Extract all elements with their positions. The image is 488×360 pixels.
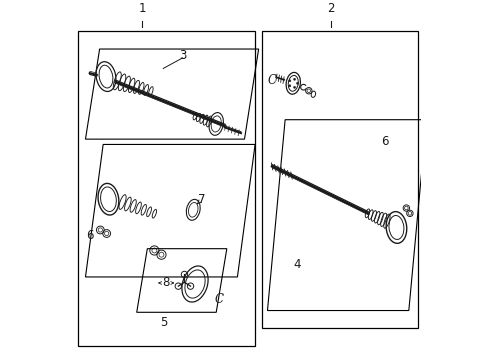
Text: C: C xyxy=(267,74,276,87)
Text: C: C xyxy=(214,293,223,306)
Circle shape xyxy=(296,82,298,84)
Text: 7: 7 xyxy=(197,193,205,206)
Text: 8: 8 xyxy=(162,276,169,289)
Circle shape xyxy=(288,80,290,82)
Text: 3: 3 xyxy=(179,49,186,62)
Text: 6: 6 xyxy=(381,135,388,148)
Circle shape xyxy=(288,85,290,87)
Text: 1: 1 xyxy=(138,2,145,15)
Text: 6: 6 xyxy=(86,229,93,242)
Text: 4: 4 xyxy=(293,258,301,271)
Text: 2: 2 xyxy=(326,2,334,15)
Circle shape xyxy=(293,78,295,80)
Text: 5: 5 xyxy=(160,316,167,329)
Circle shape xyxy=(293,86,295,89)
